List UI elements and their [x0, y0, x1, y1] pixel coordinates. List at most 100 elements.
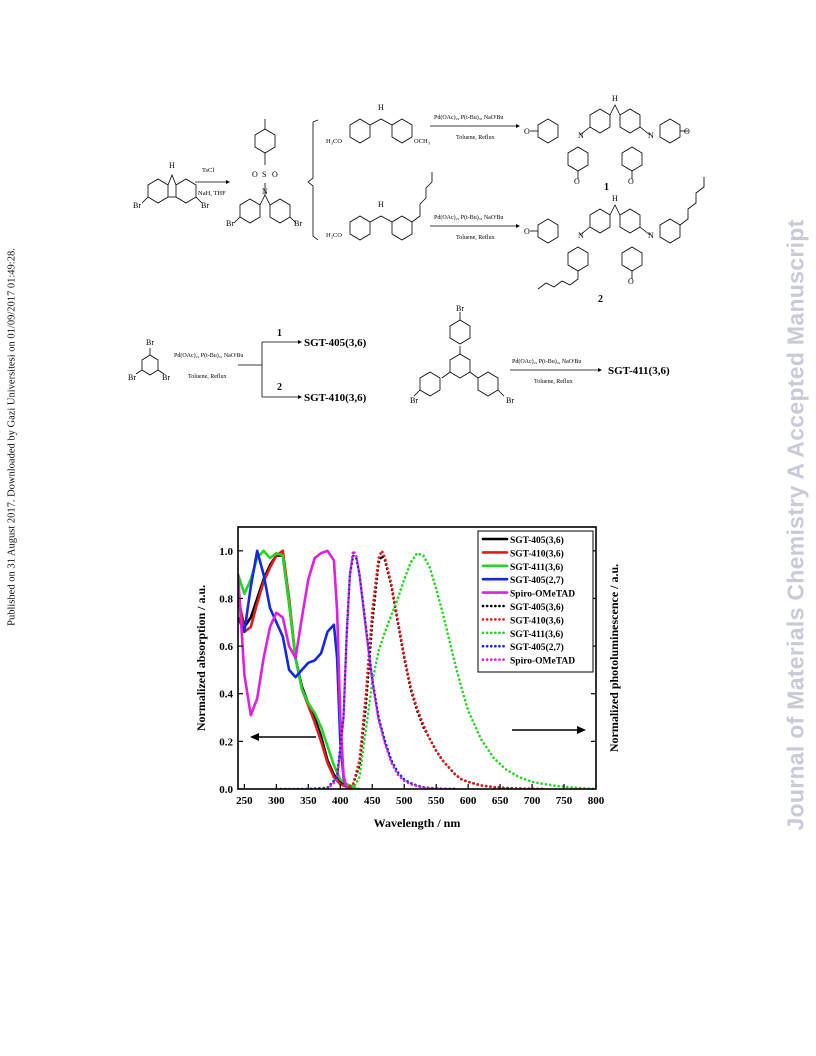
br-label: Br: [146, 338, 154, 347]
x-tick-label: 350: [300, 795, 317, 807]
x-tick-label: 300: [268, 795, 285, 807]
legend-entry-label: Spiro-OMeTAD: [510, 657, 575, 667]
tris-bromophenyl-benzene-structure: [413, 312, 505, 397]
x-tick-label: 800: [588, 795, 605, 807]
legend-entry-label: SGT-405(3,6): [510, 602, 564, 613]
tosyl-o-label: O: [272, 170, 278, 179]
series-line-photoluminescence-7: [351, 551, 596, 789]
tosyl-n-label: N: [262, 187, 268, 196]
amine2-nh-label: H: [378, 200, 384, 209]
legend-entry-label: SGT-411(3,6): [510, 629, 563, 640]
x-tick-label: 550: [428, 795, 445, 807]
legend-entry-label: SGT-405(2,7): [510, 642, 564, 653]
br-label: Br: [128, 373, 136, 382]
synthesis-scheme: H Br Br TsCl NaH, THF O S O N Br Br H H₃…: [128, 94, 705, 405]
br-label: Br: [133, 201, 141, 210]
product2-o-label: O: [524, 227, 530, 236]
br-label: Br: [226, 219, 234, 228]
legend-entry-label: SGT-411(3,6): [510, 562, 563, 573]
branch-1-label: 1: [277, 328, 282, 339]
coupling-solvent-2: Toluene, Reflux: [456, 234, 495, 241]
plot-area-curves: [238, 549, 596, 789]
product2-n-label: N: [648, 231, 654, 240]
tosyl-s-label: S: [262, 170, 266, 179]
legend-entry-label: Spiro-OMeTAD: [510, 590, 575, 600]
y-tick-label: 0.4: [219, 689, 233, 701]
br-label: Br: [294, 219, 302, 228]
br-label: Br: [456, 304, 464, 313]
series-line-photoluminescence-8: [275, 554, 457, 789]
row2-solvent: Toluene, Reflux: [188, 373, 227, 380]
coupling-catalyst-1: Pd(OAc)₂, P(t-Bu)₃, NaOᵗBu: [434, 114, 503, 121]
step1-reagent-top: TsCl: [202, 167, 214, 174]
x-tick-label: 250: [236, 795, 253, 807]
branch-2-label: 2: [277, 382, 282, 393]
coupling-solvent-1: Toluene, Reflux: [456, 134, 495, 141]
x-tick-label: 650: [492, 795, 509, 807]
product1-o-label: O: [574, 177, 580, 186]
y-tick-label: 0.6: [219, 641, 233, 653]
legend-entry-label: SGT-405(2,7): [510, 575, 564, 586]
y-axis-left-label: Normalized absorption / a.u.: [194, 585, 208, 731]
y-axis-ticks: 0.0 0.2 0.4 0.6 0.8 1.0: [219, 546, 596, 796]
product2-o-label: O: [628, 277, 634, 286]
br-label: Br: [506, 396, 514, 405]
legend-entry-label: SGT-410(3,6): [510, 548, 564, 559]
product-1-structure: [530, 104, 688, 179]
legend-entry-label: SGT-405(3,6): [510, 535, 564, 546]
dibromocarbazole-structure: [141, 173, 203, 204]
product2-n-label: N: [578, 231, 584, 240]
x-tick-label: 500: [396, 795, 413, 807]
y-tick-label: 0.8: [219, 593, 233, 605]
x-tick-label: 700: [524, 795, 541, 807]
tosyl-carbazole-structure: [233, 119, 297, 224]
amine-1-structure: [349, 118, 413, 144]
product2-nh-label: H: [612, 194, 618, 203]
product-sgt411-label: SGT-411(3,6): [608, 365, 670, 377]
amine2-left-label: H₃CO: [326, 232, 342, 239]
photoluminescence-axis-arrow: [512, 726, 586, 734]
product1-n-label: N: [648, 131, 654, 140]
br-label: Br: [410, 396, 418, 405]
product-sgt405-label: SGT-405(3,6): [304, 337, 367, 349]
x-tick-label: 450: [364, 795, 381, 807]
amine1-nh-label: H: [378, 103, 384, 112]
row2-catalyst: Pd(OAc)₂, P(t-Bu)₃, NaOᵗBu: [174, 352, 243, 359]
br-label: Br: [162, 373, 170, 382]
amine1-right-label: OCH₃: [414, 138, 430, 145]
tribromobenzene-structure: [135, 348, 165, 376]
x-tick-label: 400: [332, 795, 349, 807]
x-tick-label: 600: [460, 795, 477, 807]
series-line-absorption-3: [238, 549, 348, 789]
coupling-catalyst-2: Pd(OAc)₂, P(t-Bu)₃, NaOᵗBu: [434, 214, 503, 221]
br-label: Br: [201, 201, 209, 210]
row2b-solvent: Toluene, Reflux: [534, 378, 573, 385]
product-2-number: 2: [598, 294, 603, 305]
x-axis-ticks: 250 300 350 400 450 500 550 600 650 700 750 800: [236, 784, 605, 807]
product1-o-label: O: [684, 127, 690, 136]
y-axis-right-label: Normalized photoluminescence / a.u.: [607, 564, 621, 752]
amine1-left-label: H₃CO: [326, 138, 342, 145]
product-2-structure: [530, 177, 705, 290]
tosyl-o-label: O: [252, 170, 258, 179]
product1-nh-label: H: [612, 94, 618, 103]
amine-2-structure: [349, 172, 433, 241]
spectra-chart: 250 300 350 400 450 500 550 600 650 700 750 800 0.0…: [194, 526, 621, 830]
legend: SGT-405(3,6) SGT-410(3,6) SGT-411(3,6) SGT-…: [477, 530, 594, 673]
series-line-absorption-4: [238, 549, 348, 789]
carbazole-nh-label: H: [169, 161, 175, 170]
legend-box: [477, 530, 594, 673]
product1-o-label: O: [524, 127, 530, 136]
product1-n-label: N: [578, 131, 584, 140]
x-tick-label: 750: [556, 795, 573, 807]
step1-reagent-bottom: NaH, THF: [198, 190, 226, 197]
y-tick-label: 0.2: [219, 736, 233, 748]
product-sgt410-label: SGT-410(3,6): [304, 392, 367, 404]
y-tick-label: 1.0: [219, 546, 233, 558]
x-axis-label: Wavelength / nm: [374, 816, 461, 830]
absorption-axis-arrow: [250, 733, 316, 741]
row2b-catalyst: Pd(OAc)₂, P(t-Bu)₃, NaOᵗBu: [512, 358, 581, 365]
y-tick-label: 0.0: [219, 784, 233, 796]
series-line-photoluminescence-6: [345, 549, 547, 789]
product1-o-label: O: [628, 177, 634, 186]
